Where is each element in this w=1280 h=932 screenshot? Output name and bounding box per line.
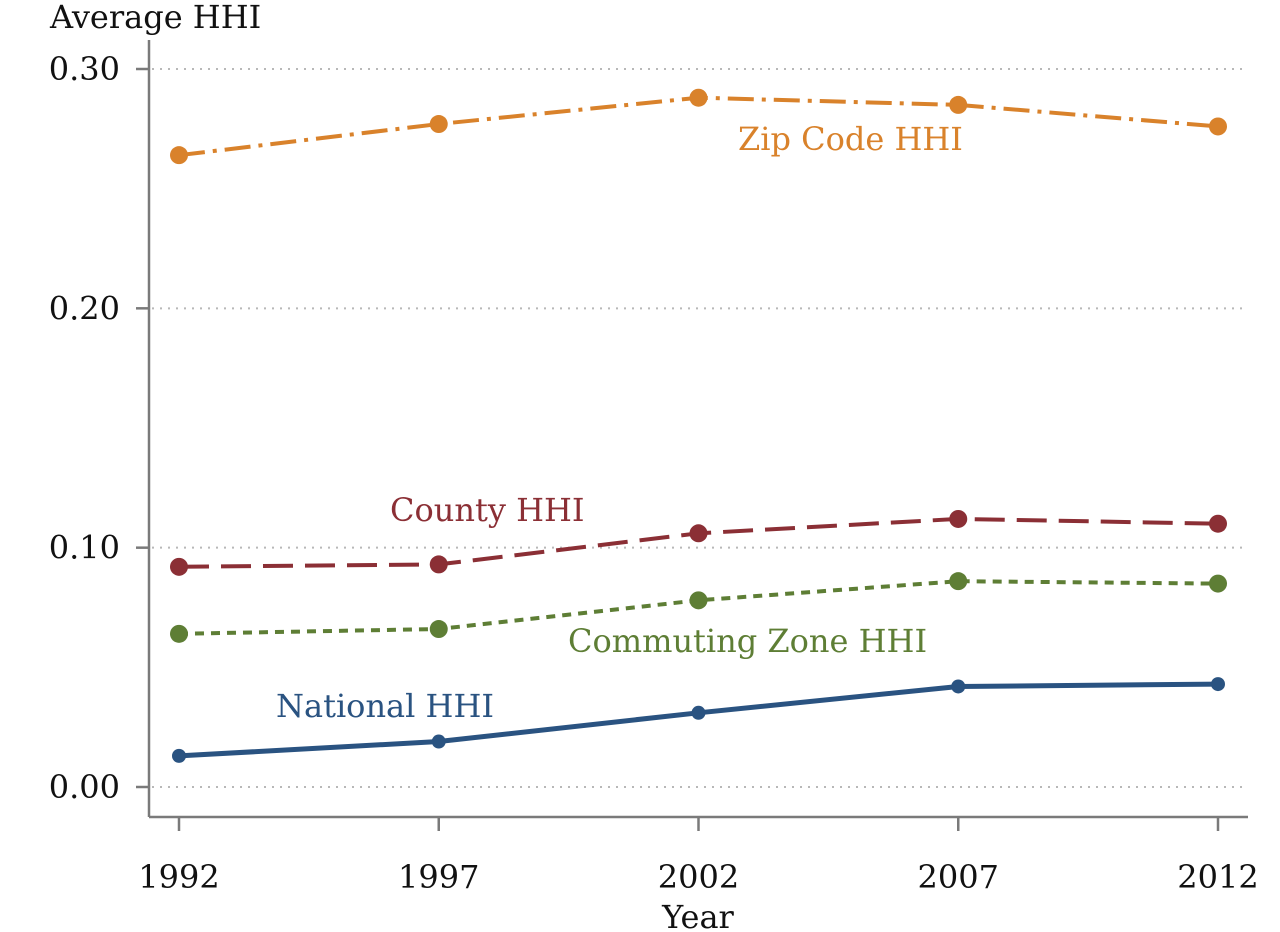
x-ticks: 1992 1997 2002 2007 2012 xyxy=(138,817,1259,896)
data-point-national xyxy=(1211,677,1225,692)
data-point-cz xyxy=(949,572,968,591)
x-tick-label: 1992 xyxy=(138,858,219,896)
series-labels: Zip Code HHI County HHI Commuting Zone H… xyxy=(276,120,963,725)
y-tick-label: 0.10 xyxy=(49,529,120,567)
data-point-county xyxy=(429,555,448,574)
x-tick-label: 2007 xyxy=(918,858,999,896)
data-point-zip xyxy=(689,88,708,107)
data-point-county xyxy=(949,509,968,528)
series-county xyxy=(170,509,1227,576)
data-point-county xyxy=(1209,514,1227,533)
series-line-cz xyxy=(178,579,1219,636)
data-point-county xyxy=(689,524,708,543)
data-point-zip xyxy=(429,115,448,134)
grid-lines xyxy=(152,68,1246,788)
y-axis-title: Average HHI xyxy=(49,0,261,36)
y-ticks: 0.00 0.10 0.20 0.30 xyxy=(49,50,149,806)
y-tick-label: 0.30 xyxy=(49,50,120,88)
series-label-national: National HHI xyxy=(276,687,494,725)
data-point-cz xyxy=(170,624,188,643)
data-point-zip xyxy=(949,95,968,114)
x-axis-title: Year xyxy=(661,898,734,932)
x-tick-label: 2002 xyxy=(658,858,739,896)
series-national xyxy=(172,677,1225,763)
series-label-zip-code: Zip Code HHI xyxy=(738,120,963,158)
data-point-national xyxy=(951,679,966,694)
data-point-cz xyxy=(429,620,448,639)
series xyxy=(170,88,1227,763)
y-tick-label: 0.00 xyxy=(49,768,120,806)
x-tick-label: 1997 xyxy=(398,858,479,896)
series-label-county: County HHI xyxy=(390,491,585,529)
data-point-county xyxy=(170,557,188,576)
series-cz xyxy=(170,572,1227,643)
data-point-cz xyxy=(689,591,708,610)
data-point-zip xyxy=(170,146,188,165)
data-point-national xyxy=(431,734,446,749)
data-point-cz xyxy=(1209,574,1227,593)
y-tick-label: 0.20 xyxy=(49,289,120,327)
series-label-commuting-zone: Commuting Zone HHI xyxy=(568,622,927,660)
data-point-zip xyxy=(1209,117,1227,136)
data-point-national xyxy=(691,705,706,720)
x-tick-label: 2012 xyxy=(1177,858,1258,896)
series-zip xyxy=(170,88,1227,165)
data-point-national xyxy=(172,748,186,763)
